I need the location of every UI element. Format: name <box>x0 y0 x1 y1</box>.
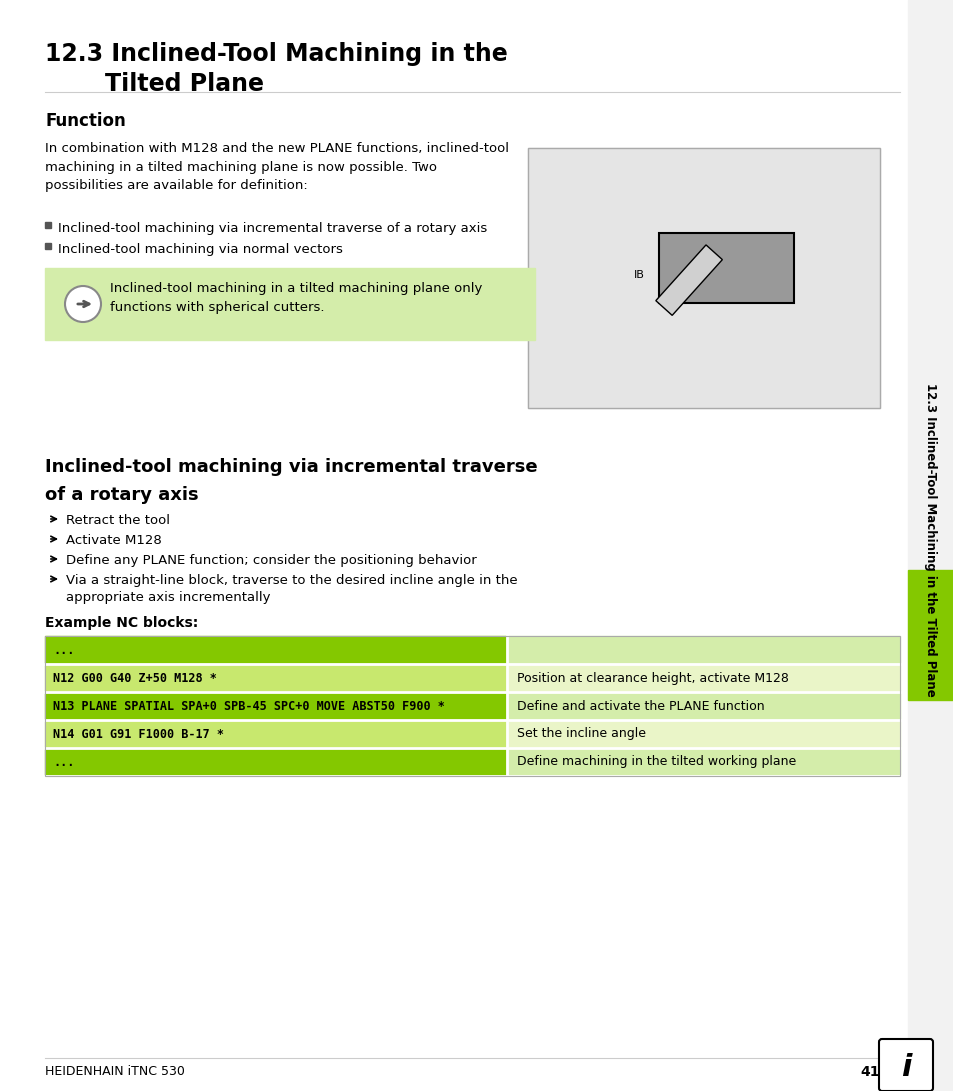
Bar <box>45 268 535 340</box>
Text: Retract the tool: Retract the tool <box>66 514 170 527</box>
Bar <box>907 0 953 1091</box>
Text: N13 PLANE SPATIAL SPA+0 SPB-45 SPC+0 MOVE ABST50 F900 *: N13 PLANE SPATIAL SPA+0 SPB-45 SPC+0 MOV… <box>53 699 444 712</box>
Bar <box>506 636 899 664</box>
Bar <box>45 243 51 249</box>
Bar <box>506 720 899 748</box>
Text: 12.3 Inclined-Tool Machining in the: 12.3 Inclined-Tool Machining in the <box>45 41 507 65</box>
Text: Inclined-tool machining via incremental traverse of a rotary axis: Inclined-tool machining via incremental … <box>58 221 487 235</box>
Text: Inclined-tool machining via incremental traverse: Inclined-tool machining via incremental … <box>45 458 537 476</box>
Text: Example NC blocks:: Example NC blocks: <box>45 616 198 630</box>
Bar <box>45 636 506 664</box>
Circle shape <box>65 286 101 322</box>
Text: HEIDENHAIN iTNC 530: HEIDENHAIN iTNC 530 <box>45 1065 185 1078</box>
Text: Define and activate the PLANE function: Define and activate the PLANE function <box>517 699 763 712</box>
Text: Function: Function <box>45 112 126 130</box>
Bar <box>45 720 506 748</box>
FancyBboxPatch shape <box>878 1039 932 1091</box>
Bar <box>45 636 899 776</box>
Text: of a rotary axis: of a rotary axis <box>45 485 198 504</box>
Bar <box>45 748 506 776</box>
Bar <box>506 748 899 776</box>
Text: 413: 413 <box>859 1065 888 1079</box>
Text: Inclined-tool machining in a tilted machining plane only
functions with spherica: Inclined-tool machining in a tilted mach… <box>110 281 482 313</box>
Text: Tilted Plane: Tilted Plane <box>105 72 264 96</box>
Text: ...: ... <box>53 644 74 657</box>
Text: Position at clearance height, activate M128: Position at clearance height, activate M… <box>517 671 788 684</box>
Bar <box>907 570 953 700</box>
Text: ...: ... <box>53 755 74 768</box>
Text: Define machining in the tilted working plane: Define machining in the tilted working p… <box>517 755 796 768</box>
Text: Define any PLANE function; consider the positioning behavior: Define any PLANE function; consider the … <box>66 554 476 567</box>
Text: Via a straight-line block, traverse to the desired incline angle in the
appropri: Via a straight-line block, traverse to t… <box>66 574 517 604</box>
Text: Activate M128: Activate M128 <box>66 533 162 547</box>
Bar <box>506 664 899 692</box>
Text: Inclined-tool machining via normal vectors: Inclined-tool machining via normal vecto… <box>58 243 342 256</box>
Text: i: i <box>900 1054 910 1082</box>
Bar <box>527 148 879 408</box>
Text: N14 G01 G91 F1000 B-17 *: N14 G01 G91 F1000 B-17 * <box>53 728 224 741</box>
Bar <box>45 221 51 228</box>
Text: N12 G00 G40 Z+50 M128 *: N12 G00 G40 Z+50 M128 * <box>53 671 216 684</box>
Bar <box>45 692 506 720</box>
Bar <box>527 148 879 408</box>
Text: In combination with M128 and the new PLANE functions, inclined-tool
machining in: In combination with M128 and the new PLA… <box>45 142 509 192</box>
Polygon shape <box>659 233 793 303</box>
Text: 12.3 Inclined-Tool Machining in the Tilted Plane: 12.3 Inclined-Tool Machining in the Tilt… <box>923 383 937 697</box>
Bar <box>45 664 506 692</box>
Text: Set the incline angle: Set the incline angle <box>517 728 645 741</box>
Bar <box>506 692 899 720</box>
Polygon shape <box>655 244 721 315</box>
Text: IB: IB <box>634 269 644 280</box>
